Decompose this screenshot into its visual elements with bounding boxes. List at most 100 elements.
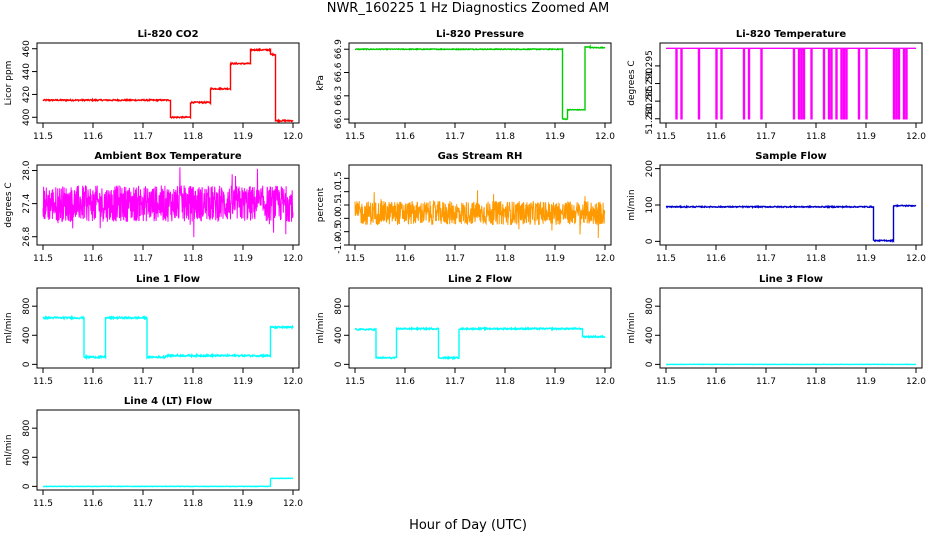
y-tick-label: 800: [22, 419, 32, 436]
series-line: [666, 47, 916, 120]
y-tick-label: 66.3: [334, 86, 344, 106]
plot-frame: [348, 287, 612, 369]
y-axis-label: ml/min: [4, 434, 14, 465]
x-tick-label: 11.6: [83, 132, 103, 142]
x-tick-label: 12.0: [283, 132, 303, 142]
y-tick-label: 400: [645, 326, 655, 343]
y-tick-label: 51.280: [645, 103, 655, 135]
y-axis-label: ml/min: [316, 312, 326, 343]
x-tick-label: 11.9: [545, 377, 565, 387]
x-tick-label: 11.8: [183, 132, 203, 142]
x-tick-label: 11.9: [233, 377, 253, 387]
plot-frame: [36, 164, 300, 246]
y-axis-label: Licor ppm: [4, 61, 14, 106]
x-tick-label: 12.0: [595, 132, 615, 142]
x-tick-label: 11.7: [133, 499, 153, 509]
x-tick-label: 11.7: [756, 377, 776, 387]
x-tick-label: 11.7: [445, 377, 465, 387]
y-tick-label: 0.0: [334, 211, 344, 226]
series-line: [42, 167, 294, 238]
plot-frame: [659, 287, 923, 369]
x-tick-label: 11.9: [545, 132, 565, 142]
x-tick-label: 11.5: [33, 254, 53, 264]
y-tick-label: 0: [22, 361, 32, 367]
x-tick-label: 12.0: [906, 377, 926, 387]
y-tick-label: 400: [22, 448, 32, 465]
y-tick-label: 400: [334, 326, 344, 343]
x-tick-label: 11.5: [656, 377, 676, 387]
x-tick-label: 11.5: [345, 254, 365, 264]
y-tick-label: 460: [22, 40, 32, 57]
y-tick-label: 51.285: [645, 85, 655, 117]
x-tick-label: 11.5: [345, 132, 365, 142]
plot-frame: [348, 42, 612, 124]
x-tick-label: 11.7: [133, 132, 153, 142]
y-tick-label: 200: [645, 160, 655, 177]
y-tick-label: 66.6: [334, 62, 344, 82]
x-tick-label: 11.8: [183, 499, 203, 509]
x-tick-label: 11.7: [756, 132, 776, 142]
chart-panel-10: Line 4 (LT) Flow 11.5 11.6 11.7 11.8 11.9 12.0…: [4, 396, 303, 509]
x-tick-label: 11.6: [395, 132, 415, 142]
y-tick-label: 800: [645, 297, 655, 314]
plot-frame: [659, 164, 923, 246]
x-tick-label: 12.0: [906, 132, 926, 142]
x-tick-label: 11.9: [233, 254, 253, 264]
x-tick-label: 11.6: [83, 377, 103, 387]
chart-title: Li-820 CO2: [137, 29, 198, 40]
x-tick-label: 11.9: [233, 499, 253, 509]
y-axis-label: ml/min: [4, 312, 14, 343]
y-tick-label: 1.5: [334, 171, 344, 185]
y-axis-label: ml/min: [627, 312, 637, 343]
chart-panel-6: Sample Flow 11.5 11.6 11.7 11.8 11.9 12.0 0 100 2…: [627, 151, 926, 264]
x-tick-label: 11.9: [856, 377, 876, 387]
x-tick-label: 11.9: [856, 254, 876, 264]
series-line: [42, 477, 293, 488]
x-axis-label: Hour of Day (UTC): [409, 518, 527, 533]
chart-title: Line 1 Flow: [136, 274, 200, 285]
chart-panel-8: Line 2 Flow 11.5 11.6 11.7 11.8 11.9 12.0 0 400 8…: [316, 274, 615, 387]
x-tick-label: 11.6: [395, 254, 415, 264]
y-tick-label: 26.8: [22, 226, 32, 246]
series-line: [42, 47, 294, 123]
plot-frame: [36, 287, 300, 369]
chart-title: Line 3 Flow: [759, 274, 823, 285]
y-tick-label: 0: [645, 238, 655, 244]
series-line: [354, 44, 606, 121]
y-tick-label: 420: [22, 86, 32, 103]
y-axis-label: degrees C: [4, 182, 14, 227]
y-tick-label: 400: [22, 326, 32, 343]
y-axis-label: degrees C: [627, 60, 637, 105]
x-tick-label: 11.5: [33, 132, 53, 142]
y-tick-label: 51.290: [645, 68, 655, 100]
page-title: NWR_160225 1 Hz Diagnostics Zoomed AM: [326, 1, 610, 16]
x-tick-label: 11.7: [133, 377, 153, 387]
chart-title: Line 2 Flow: [448, 274, 512, 285]
y-tick-label: 0: [334, 361, 344, 367]
series-line: [354, 190, 606, 239]
series-line: [42, 314, 294, 361]
x-tick-label: 11.5: [656, 132, 676, 142]
y-tick-label: 0.5: [334, 198, 344, 212]
x-tick-label: 11.7: [756, 254, 776, 264]
x-tick-label: 11.8: [806, 132, 826, 142]
x-tick-label: 11.5: [33, 377, 53, 387]
x-tick-label: 11.5: [33, 499, 53, 509]
x-tick-label: 11.6: [83, 499, 103, 509]
y-axis-label: percent: [316, 187, 326, 222]
x-tick-label: 11.7: [445, 254, 465, 264]
plot-frame: [659, 42, 923, 124]
series-line: [354, 326, 606, 361]
x-tick-label: 11.7: [445, 132, 465, 142]
x-tick-label: 11.8: [495, 132, 515, 142]
y-tick-label: 400: [22, 108, 32, 125]
x-tick-label: 11.8: [495, 254, 515, 264]
chart-title: Ambient Box Temperature: [94, 151, 241, 162]
x-tick-label: 11.8: [806, 254, 826, 264]
y-tick-label: 100: [645, 196, 655, 213]
x-tick-label: 11.8: [495, 377, 515, 387]
chart-panel-4: Ambient Box Temperature 11.5 11.6 11.7 11.8 1…: [4, 151, 303, 264]
y-tick-label: 66.9: [334, 39, 344, 59]
chart-title: Gas Stream RH: [438, 151, 523, 162]
x-tick-label: 11.9: [856, 132, 876, 142]
